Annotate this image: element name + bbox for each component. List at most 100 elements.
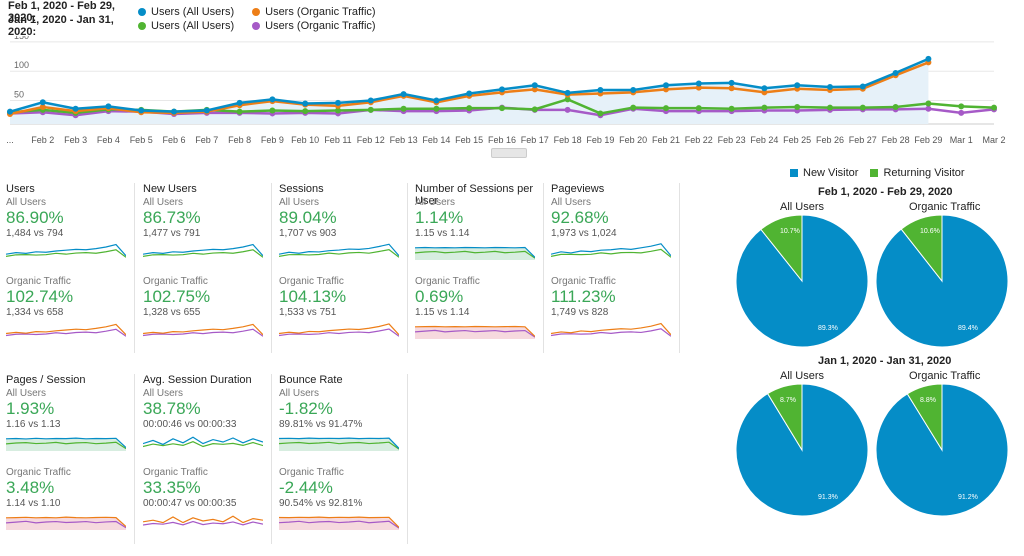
- data-point[interactable]: [335, 99, 341, 106]
- metric-card[interactable]: Users All Users 86.90% 1,484 vs 794 Organic …: [6, 183, 135, 353]
- percent-change: 86.73%: [143, 208, 201, 227]
- data-point[interactable]: [400, 91, 407, 98]
- legend-dot-orange: [252, 8, 261, 16]
- metric-card[interactable]: Avg. Session Duration All Users 38.78% 00:0…: [143, 374, 272, 544]
- metric-card[interactable]: Pages / Session All Users 1.93% 1.16 vs 1.1…: [6, 374, 135, 544]
- metric-card[interactable]: Sessions All Users 89.04% 1,707 vs 903 Organ…: [279, 183, 408, 353]
- data-point[interactable]: [663, 105, 669, 112]
- data-point[interactable]: [958, 109, 965, 116]
- legend-item-all-users-current[interactable]: Users (All Users): [138, 6, 234, 18]
- data-point[interactable]: [531, 82, 538, 89]
- data-point[interactable]: [39, 103, 46, 110]
- data-point[interactable]: [39, 99, 46, 106]
- legend-item-organic-current[interactable]: Users (Organic Traffic): [252, 6, 376, 18]
- data-point[interactable]: [597, 86, 604, 93]
- pie-slice-label: 10.7%: [780, 228, 800, 235]
- metric-card[interactable]: Bounce Rate All Users -1.82% 89.81% vs 91.4…: [279, 374, 408, 544]
- data-point[interactable]: [859, 104, 866, 111]
- data-point[interactable]: [531, 106, 538, 113]
- data-point[interactable]: [728, 79, 735, 86]
- data-point[interactable]: [794, 82, 801, 89]
- pie-slice-returning-visitor[interactable]: [900, 214, 943, 283]
- y-tick-label: 150: [14, 36, 29, 41]
- users-line-chart[interactable]: 50 100 150... Feb 2 Feb 3 Feb 4 Feb 5 Feb 6 Feb …: [0, 36, 1010, 152]
- pie-legend-new[interactable]: New Visitor: [790, 167, 858, 179]
- metric-card[interactable]: Number of Sessions per User All Users 1.14…: [415, 183, 544, 353]
- data-point[interactable]: [663, 86, 669, 93]
- data-point[interactable]: [761, 85, 768, 92]
- data-point[interactable]: [335, 107, 341, 114]
- data-point[interactable]: [269, 96, 276, 103]
- pie-slice-label: 8.7%: [780, 397, 796, 404]
- metric-card[interactable]: Pageviews All Users 92.68% 1,973 vs 1,024 Or…: [551, 183, 680, 353]
- y-tick-label: 100: [14, 60, 29, 70]
- data-point[interactable]: [991, 104, 997, 111]
- data-point[interactable]: [367, 97, 374, 104]
- pie-slice-returning-visitor[interactable]: [906, 383, 943, 452]
- data-point[interactable]: [695, 80, 702, 87]
- pie-slice-returning-visitor[interactable]: [767, 383, 803, 452]
- data-point[interactable]: [925, 55, 932, 62]
- legend-item-all-users-previous[interactable]: Users (All Users): [138, 20, 234, 32]
- data-point[interactable]: [236, 108, 243, 115]
- data-point[interactable]: [827, 104, 833, 111]
- chart-resize-handle[interactable]: [491, 148, 527, 158]
- data-point[interactable]: [859, 83, 866, 90]
- data-point[interactable]: [630, 104, 637, 111]
- sparkline-prev: [143, 520, 263, 526]
- data-point[interactable]: [72, 105, 79, 112]
- data-point[interactable]: [892, 69, 899, 76]
- sparkline-fill: [279, 438, 399, 451]
- data-point[interactable]: [597, 110, 604, 117]
- comparison-values: 1,533 vs 751: [279, 307, 337, 318]
- data-point[interactable]: [499, 105, 505, 112]
- metric-segment-all: All Users 1.14% 1.15 vs 1.14: [415, 197, 543, 260]
- data-point[interactable]: [663, 82, 669, 89]
- data-point[interactable]: [761, 104, 768, 111]
- segment-label: Organic Traffic: [551, 276, 616, 287]
- percent-change: -2.44%: [279, 478, 333, 497]
- data-point[interactable]: [728, 85, 735, 92]
- data-point[interactable]: [138, 107, 145, 114]
- data-point[interactable]: [269, 107, 276, 114]
- data-point[interactable]: [466, 105, 473, 112]
- data-point[interactable]: [433, 97, 440, 104]
- sparkline-current: [6, 437, 126, 449]
- legend-item-organic-previous[interactable]: Users (Organic Traffic): [252, 20, 376, 32]
- data-point[interactable]: [203, 107, 210, 114]
- sparkline-current: [6, 243, 126, 257]
- metric-segment-organic: Organic Traffic 102.75% 1,328 vs 655: [143, 276, 271, 339]
- data-point[interactable]: [531, 86, 538, 93]
- data-point[interactable]: [105, 103, 112, 110]
- data-point[interactable]: [564, 96, 571, 103]
- data-point[interactable]: [564, 106, 571, 113]
- data-point[interactable]: [400, 105, 407, 112]
- data-point[interactable]: [564, 89, 571, 96]
- data-point[interactable]: [925, 100, 932, 107]
- data-point[interactable]: [794, 103, 801, 110]
- data-point[interactable]: [827, 84, 833, 91]
- metric-card[interactable]: New Users All Users 86.73% 1,477 vs 791 Orga…: [143, 183, 272, 353]
- data-point[interactable]: [925, 105, 932, 112]
- data-point[interactable]: [630, 86, 637, 93]
- data-point[interactable]: [761, 89, 768, 96]
- data-point[interactable]: [7, 108, 13, 115]
- data-point[interactable]: [171, 108, 177, 115]
- pie-legend-returning[interactable]: Returning Visitor: [870, 167, 965, 179]
- data-point[interactable]: [695, 84, 702, 91]
- x-tick-label: Feb 2: [31, 135, 54, 145]
- data-point[interactable]: [466, 90, 473, 97]
- x-tick-label: Feb 29: [914, 135, 942, 145]
- data-point[interactable]: [302, 108, 309, 115]
- data-point[interactable]: [728, 105, 735, 112]
- data-point[interactable]: [367, 106, 374, 113]
- data-point[interactable]: [499, 86, 505, 93]
- pie-slice-returning-visitor[interactable]: [760, 214, 803, 283]
- data-point[interactable]: [302, 100, 309, 107]
- sparkline-prev: [6, 520, 126, 529]
- data-point[interactable]: [236, 99, 243, 106]
- data-point[interactable]: [958, 103, 965, 110]
- data-point[interactable]: [695, 105, 702, 112]
- data-point[interactable]: [433, 105, 440, 112]
- data-point[interactable]: [892, 103, 899, 110]
